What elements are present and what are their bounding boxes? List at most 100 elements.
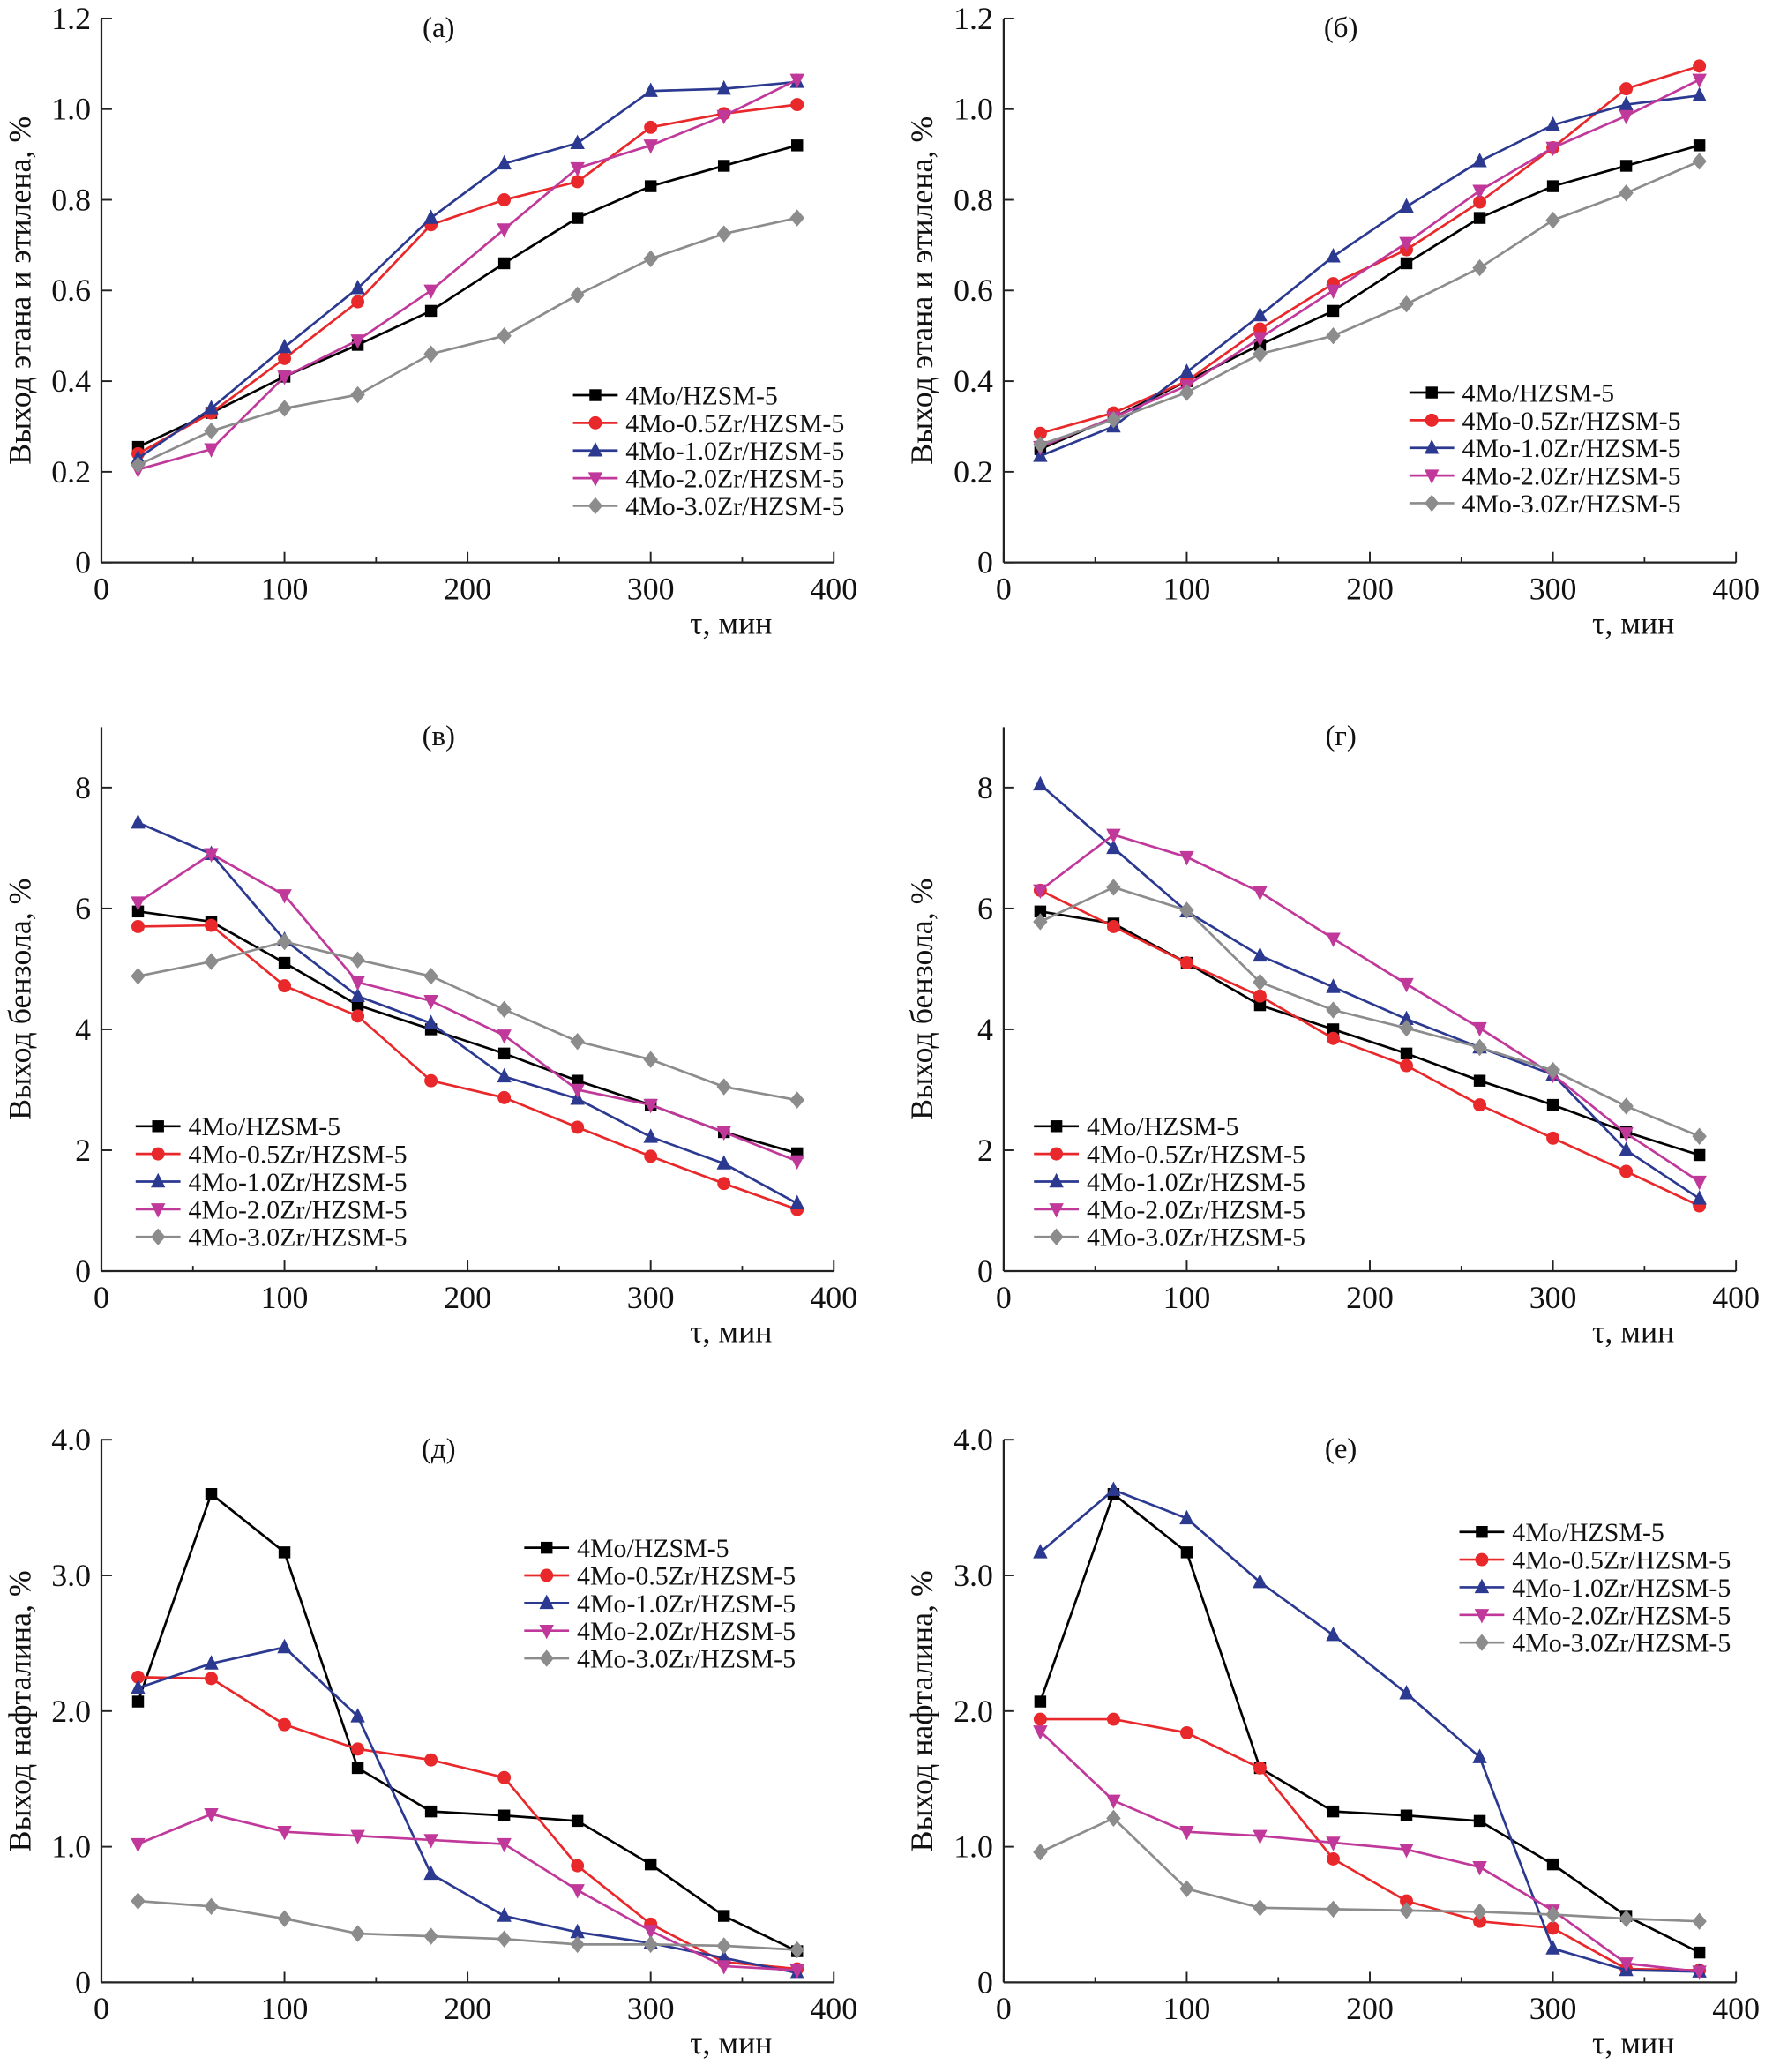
legend-marker: [1475, 1552, 1489, 1567]
data-point: [1400, 1058, 1413, 1073]
data-point: [571, 212, 584, 224]
data-point: [1619, 1141, 1634, 1156]
series-line: [137, 103, 797, 455]
series-line: [1039, 1488, 1700, 1973]
x-tick-label: 200: [444, 571, 491, 606]
x-tick-label: 400: [1712, 1280, 1760, 1315]
legend-label: 4Mo-0.5Zr/HZSM-5: [189, 1141, 408, 1170]
data-point: [131, 1670, 145, 1684]
x-tick-label: 0: [93, 571, 109, 606]
data-point: [423, 209, 438, 224]
data-point: [278, 979, 292, 993]
legend-label: 4Mo-3.0Zr/HZSM-5: [1462, 490, 1681, 519]
x-tick-label: 300: [627, 571, 675, 606]
x-tick-label: 0: [93, 1280, 109, 1315]
data-point: [644, 120, 658, 134]
data-point: [570, 161, 585, 177]
data-point: [351, 999, 364, 1012]
legend-marker: [1474, 1578, 1490, 1594]
legend-label: 4Mo-1.0Zr/HZSM-5: [1087, 1168, 1305, 1197]
data-point: [205, 918, 218, 932]
data-point: [1179, 1825, 1194, 1841]
data-point: [1033, 426, 1047, 440]
chart-panel-4: 0 100 200 300 400 0 1.0 2.0 3.0 4.0 (д) τ, мин Выход…: [2, 1422, 857, 2061]
data-point: [570, 1083, 585, 1099]
x-tick-label: 200: [444, 1280, 491, 1315]
y-tick-label: 1.0: [51, 1829, 91, 1865]
data-point: [717, 160, 730, 172]
data-point: [1253, 999, 1267, 1012]
data-point: [497, 1090, 512, 1104]
chart-title: (д): [422, 1433, 456, 1465]
data-point: [350, 1925, 365, 1942]
legend-label: 4Mo/HZSM-5: [1512, 1518, 1664, 1547]
data-point: [1180, 1546, 1193, 1559]
data-point: [643, 139, 658, 154]
legend-marker: [150, 1203, 166, 1218]
legend-entry: 4Mo-3.0Zr/HZSM-5: [1459, 1629, 1731, 1658]
legend-label: 4Mo-2.0Zr/HZSM-5: [1087, 1195, 1305, 1224]
y-tick-label: 8: [75, 770, 91, 805]
series-line: [1039, 94, 1700, 458]
data-point: [1545, 1905, 1560, 1924]
data-point: [1253, 1761, 1267, 1775]
y-tick-label: 1.2: [51, 1, 91, 36]
data-point: [423, 1834, 438, 1849]
y-tick-label: 1.0: [51, 92, 91, 127]
data-point: [1472, 1748, 1487, 1763]
legend-entry: 4Mo/HZSM-5: [572, 381, 778, 410]
data-point: [277, 400, 292, 417]
x-tick-label: 0: [996, 571, 1012, 606]
data-point: [1472, 1903, 1487, 1921]
legend-label: 4Mo-1.0Zr/HZSM-5: [625, 437, 844, 466]
legend-entry: 4Mo/HZSM-5: [1034, 1112, 1239, 1141]
series-1: [131, 918, 804, 1216]
series-line: [1039, 833, 1701, 1183]
data-point: [204, 1655, 219, 1670]
data-point: [351, 1762, 364, 1775]
data-point: [1472, 1021, 1487, 1037]
legend-marker: [540, 1568, 554, 1582]
chart-title: (г): [1325, 721, 1356, 752]
legend-marker: [1424, 469, 1440, 484]
data-point: [1619, 95, 1634, 111]
series-line: [138, 940, 797, 1102]
data-point: [1619, 82, 1634, 96]
data-point: [1619, 1127, 1634, 1142]
data-point: [644, 180, 657, 192]
legend-entry: 4Mo-2.0Zr/HZSM-5: [524, 1617, 796, 1646]
data-point: [716, 79, 731, 95]
data-point: [643, 1128, 658, 1143]
data-point: [1545, 1061, 1560, 1080]
data-point: [423, 345, 438, 363]
data-point: [1106, 1794, 1121, 1810]
data-point: [1473, 1914, 1487, 1928]
data-point: [1472, 258, 1487, 277]
data-point: [1472, 184, 1487, 199]
chart-panel-3: 0 100 200 300 400 0 2 4 6 8 (г) τ, мин Выход бензола…: [904, 721, 1760, 1349]
legend-entry: 4Mo/HZSM-5: [1409, 378, 1614, 408]
data-point: [643, 1925, 658, 1940]
data-point: [1693, 1148, 1706, 1162]
data-point: [1692, 1190, 1707, 1205]
series-line: [138, 1646, 798, 1974]
y-tick-label: 0: [75, 545, 91, 580]
data-point: [570, 286, 585, 304]
data-point: [278, 351, 292, 365]
y-tick-label: 3.0: [954, 1558, 993, 1593]
data-point: [1399, 198, 1414, 213]
data-point: [1106, 879, 1121, 896]
data-point: [1327, 1023, 1340, 1036]
data-point: [131, 1892, 146, 1910]
y-tick-label: 4.0: [954, 1422, 993, 1457]
series-4: [1033, 153, 1707, 453]
data-point: [1400, 1894, 1413, 1908]
y-tick-label: 2: [977, 1133, 993, 1168]
legend-marker: [150, 1228, 166, 1245]
x-tick-label: 0: [996, 1991, 1012, 2026]
data-point: [497, 1837, 512, 1853]
legend-marker: [1476, 1526, 1488, 1538]
series-1: [1033, 1712, 1707, 1978]
data-point: [571, 1814, 584, 1828]
data-point: [1692, 1175, 1707, 1191]
